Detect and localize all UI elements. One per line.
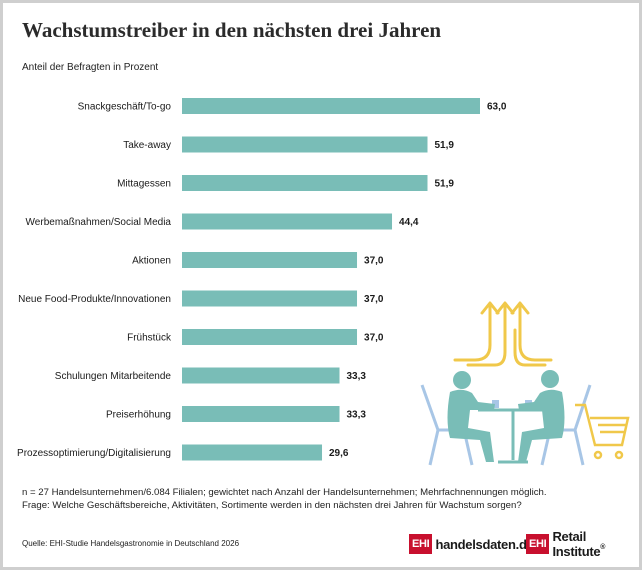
value-label: 63,0 <box>487 102 507 113</box>
chart-title: Wachstumstreiber in den nächsten drei Ja… <box>22 18 442 42</box>
handelsdaten-logo-text: handelsdaten.de <box>435 536 534 552</box>
bar <box>182 367 340 384</box>
source-note: Quelle: EHI-Studie Handelsgastronomie in… <box>22 539 240 548</box>
bar-chart: Snackgeschäft/To-go 63,0 Take-away 51,9 Mitt… <box>17 98 630 466</box>
chair-icon <box>420 384 592 466</box>
bar <box>182 213 393 230</box>
shopping-cart-icon <box>575 403 630 460</box>
category-label: Werbemaßnahmen/Social Media <box>26 217 172 228</box>
category-label: Frühstück <box>127 333 172 344</box>
category-label: Neue Food-Produkte/Innovationen <box>18 294 171 305</box>
ehi-retail-institute-logo: EHI Retail Institute® <box>526 529 642 559</box>
retail-institute-logo-text: Retail Institute® <box>552 529 642 559</box>
category-label: Aktionen <box>132 256 171 267</box>
bar <box>182 252 358 268</box>
value-label: 37,0 <box>364 294 384 305</box>
category-label: Schulungen Mitarbeitende <box>55 371 172 382</box>
bar <box>182 444 323 461</box>
category-label: Prozessoptimierung/Digitalisierung <box>17 448 171 459</box>
category-label: Mittagessen <box>117 179 171 190</box>
person-left-icon <box>447 371 495 462</box>
retail-institute-text: Retail Institute <box>552 529 601 559</box>
category-label: Snackgeschäft/To-go <box>78 102 172 113</box>
bar <box>182 406 340 422</box>
growth-arrows-icon <box>453 301 553 367</box>
ehi-logo-box: EHI <box>409 534 433 554</box>
sample-note: n = 27 Handelsunternehmen/6.084 Filialen… <box>22 487 547 498</box>
value-label: 51,9 <box>434 140 454 151</box>
category-label: Take-away <box>123 140 171 151</box>
bar <box>182 329 358 345</box>
bar <box>182 290 358 307</box>
bar <box>182 98 480 114</box>
value-label: 33,3 <box>347 410 367 421</box>
registered-mark: ® <box>600 544 606 551</box>
question-note: Frage: Welche Geschäftsbereiche, Aktivit… <box>22 500 522 511</box>
bar <box>182 136 428 153</box>
value-label: 29,6 <box>329 448 349 459</box>
bar <box>182 175 428 191</box>
chart-subtitle: Anteil der Befragten in Prozent <box>22 62 159 73</box>
person-right-icon <box>518 370 565 462</box>
ehi-logo-box-2: EHI <box>526 534 550 554</box>
cup-icon <box>492 400 499 408</box>
category-label: Preiserhöhung <box>106 410 171 421</box>
value-label: 51,9 <box>434 179 454 190</box>
value-label: 37,0 <box>364 256 384 267</box>
value-label: 33,3 <box>347 371 367 382</box>
value-label: 37,0 <box>364 333 384 344</box>
value-label: 44,4 <box>399 217 419 228</box>
cafe-illustration <box>420 301 630 466</box>
handelsdaten-logo: EHI handelsdaten.de <box>409 532 534 556</box>
